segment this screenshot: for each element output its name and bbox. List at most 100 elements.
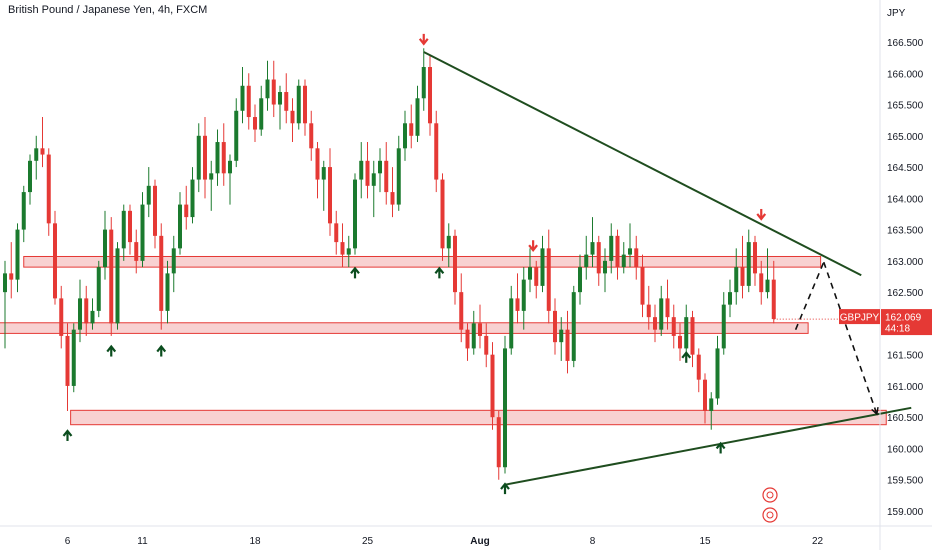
candle-body [390, 192, 395, 205]
candle-body [646, 304, 651, 318]
chart-title: British Pound / Japanese Yen, 4h, FXCM [8, 4, 208, 16]
candle-body [696, 354, 701, 380]
candle-body [596, 242, 601, 274]
candle-body [271, 79, 276, 105]
candle-body [584, 254, 589, 268]
candle-body [728, 292, 732, 305]
currency-label: JPY [887, 8, 906, 19]
arrow-head [500, 482, 510, 490]
trendlines-layer [423, 51, 912, 486]
candle-body [328, 167, 332, 224]
y-tick-label: 166.000 [887, 69, 924, 80]
candle-body [753, 242, 757, 274]
candle-body [528, 267, 532, 280]
candle-body [303, 85, 307, 124]
arrow-down-icon [528, 240, 538, 252]
arrow-up-icon [434, 266, 445, 279]
candle-body [434, 123, 439, 180]
y-tick-label: 164.000 [887, 194, 924, 205]
candle-body [28, 160, 32, 193]
zone-0 [23, 255, 822, 268]
arrow-up-icon [715, 441, 726, 454]
candle-body [365, 160, 370, 186]
candle-body [9, 273, 14, 280]
candle-body [309, 123, 314, 149]
arrow-head [681, 351, 692, 359]
arrow-head [434, 266, 445, 275]
candle-body [378, 160, 382, 174]
candle-body [653, 317, 657, 330]
candle-body [440, 179, 445, 249]
candle-body [53, 223, 57, 299]
candle-body [503, 348, 507, 468]
flag-icon [762, 487, 778, 503]
candle-body [571, 292, 576, 361]
candle-body [678, 335, 682, 349]
candle-body [203, 135, 207, 180]
y-tick-label: 165.000 [887, 132, 924, 143]
y-tick-label: 164.500 [887, 163, 924, 174]
arrow-down-icon [756, 208, 767, 221]
candle-body [196, 135, 201, 180]
candle-body [96, 267, 101, 311]
candle-body [34, 148, 39, 161]
candle-body [609, 235, 614, 261]
candle-body [284, 92, 289, 111]
candle-body [759, 273, 764, 293]
x-tick-label: Aug [470, 536, 489, 547]
symbol-badge-label: GBPJPY [840, 313, 880, 324]
candle-body [384, 160, 389, 193]
candle-body [471, 323, 476, 349]
candle-body [453, 235, 457, 293]
candle-body [140, 204, 145, 261]
x-tick-label: 18 [249, 536, 261, 547]
candle-body [621, 254, 626, 268]
y-tick-label: 163.500 [887, 226, 924, 237]
candle-body [740, 267, 745, 286]
candle-body [421, 67, 426, 99]
candle-body [371, 173, 376, 186]
candle-body [159, 235, 164, 311]
candle-body [215, 142, 220, 174]
arrow-up-icon [106, 344, 117, 357]
candle-body [128, 210, 132, 243]
candle-body [446, 235, 451, 249]
x-tick-label: 6 [65, 536, 71, 547]
candle-body [21, 192, 26, 230]
y-tick-label: 160.000 [887, 444, 924, 455]
candle-body [165, 273, 170, 311]
candle-body [640, 267, 645, 305]
candle-body [340, 242, 345, 255]
x-tick-label: 11 [137, 536, 148, 547]
candle-body [153, 185, 157, 236]
candle-body [321, 167, 326, 180]
candle-body [109, 229, 114, 324]
arrow-up-icon [500, 482, 510, 495]
event-icons [762, 487, 778, 523]
candle-body [509, 298, 514, 349]
candle-body [521, 279, 526, 311]
candle-body [490, 354, 495, 418]
candle-body [290, 110, 295, 124]
candle-body [590, 242, 595, 255]
candle-body [715, 348, 720, 399]
zones-layer [0, 255, 887, 426]
x-tick-label: 15 [699, 536, 711, 547]
candle-body [71, 329, 76, 386]
arrow-up-icon [350, 266, 360, 279]
arrow-down-icon [418, 33, 429, 46]
x-tick-label: 22 [812, 536, 824, 547]
zone-2 [70, 409, 887, 426]
arrow-head [62, 429, 73, 437]
x-tick-label: 8 [590, 536, 596, 547]
candle-body [184, 204, 189, 218]
candle-body [540, 248, 545, 286]
candle-body [259, 98, 264, 130]
candle-body [659, 298, 664, 330]
candle-body [746, 242, 751, 286]
price-badge [881, 309, 932, 336]
arrow-up-icon [62, 429, 73, 441]
arrow-head [756, 213, 767, 221]
arrow-head [418, 38, 429, 46]
